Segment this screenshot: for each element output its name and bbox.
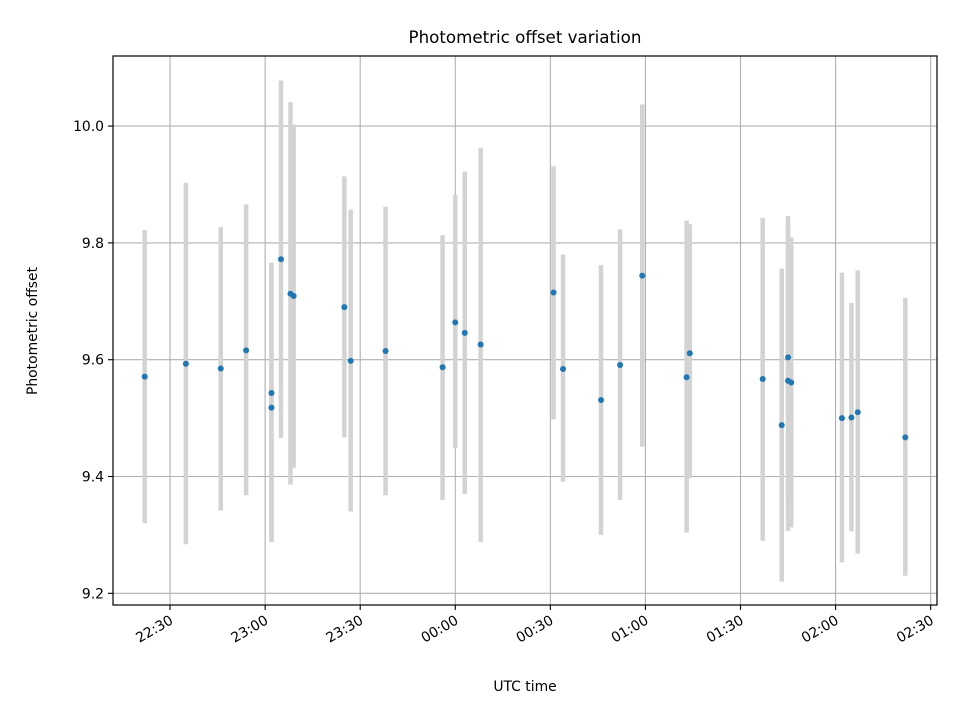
- x-tick-label: 22:30: [133, 613, 176, 647]
- x-tick-label: 00:00: [419, 613, 462, 647]
- data-point: [759, 375, 766, 382]
- data-point: [902, 434, 909, 441]
- data-point: [683, 374, 690, 381]
- data-point: [268, 404, 275, 411]
- y-tick-label: 9.2: [82, 586, 104, 602]
- data-point: [347, 357, 354, 364]
- x-tick-label: 23:00: [228, 613, 271, 647]
- data-points: [141, 256, 909, 441]
- data-point: [217, 365, 224, 372]
- data-point: [341, 304, 348, 311]
- data-point: [838, 415, 845, 422]
- y-tick-label: 9.8: [82, 236, 104, 252]
- data-point: [141, 373, 148, 380]
- plot-frame: [112, 55, 938, 606]
- data-point: [788, 379, 795, 386]
- y-axis-ticks: 9.2 9.4 9.6 9.8 10.0: [73, 119, 113, 602]
- data-point: [268, 389, 275, 396]
- x-tick-label: 00:30: [514, 613, 557, 647]
- y-tick-label: 9.6: [82, 353, 104, 369]
- chart-title: Photometric offset variation: [409, 27, 642, 47]
- data-point: [452, 319, 459, 326]
- data-point: [598, 397, 605, 404]
- y-axis-label: Photometric offset: [25, 266, 41, 395]
- data-point: [277, 256, 284, 263]
- error-bars: [142, 80, 908, 582]
- x-tick-label: 01:00: [609, 613, 652, 647]
- data-point: [617, 361, 624, 368]
- x-tick-label: 01:30: [704, 613, 747, 647]
- data-point: [477, 341, 484, 348]
- y-tick-label: 10.0: [73, 119, 104, 135]
- data-point: [243, 347, 250, 354]
- data-point: [182, 360, 189, 367]
- data-point: [550, 289, 557, 296]
- data-point: [686, 350, 693, 357]
- data-point: [439, 364, 446, 371]
- x-tick-label: 02:00: [799, 613, 842, 647]
- data-point: [785, 354, 792, 361]
- data-point: [639, 272, 646, 279]
- x-axis-label: UTC time: [493, 679, 556, 695]
- data-point: [778, 422, 785, 429]
- data-point: [382, 347, 389, 354]
- data-point: [854, 409, 861, 416]
- y-tick-label: 9.4: [82, 470, 104, 486]
- x-tick-label: 23:30: [324, 613, 367, 647]
- data-point: [560, 366, 567, 373]
- data-point: [848, 414, 855, 421]
- data-point: [461, 329, 468, 336]
- x-axis-ticks: 22:30 23:00 23:30 00:00 00:30 01:00 01:30 02:00…: [133, 605, 937, 647]
- data-point: [290, 293, 297, 300]
- grid: [113, 56, 937, 605]
- x-tick-label: 02:30: [894, 613, 937, 647]
